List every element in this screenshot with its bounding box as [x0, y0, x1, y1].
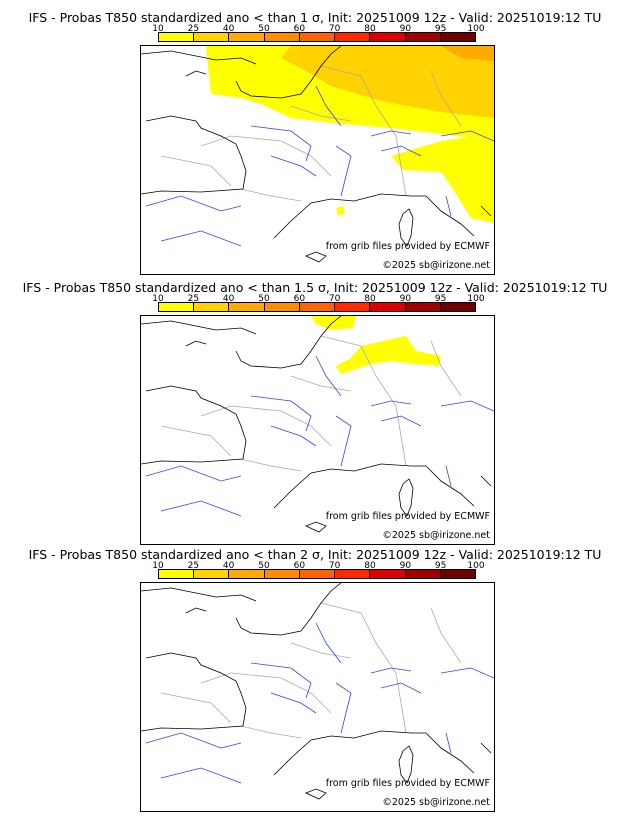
colorbar-cell [370, 33, 406, 41]
copyright: ©2025 sb@irizone.net [382, 530, 490, 541]
borders [160, 335, 462, 472]
colorbar-tick-label: 100 [467, 561, 485, 571]
colorbar-tick-label: 40 [222, 561, 235, 571]
colorbar-cell [440, 33, 475, 41]
colorbar-cell [229, 33, 265, 41]
probability-area [311, 316, 356, 330]
colorbar-cell [229, 570, 265, 578]
colorbar-tick-label: 70 [328, 24, 341, 34]
colorbar-cell [335, 303, 371, 311]
colorbar-tick-label: 95 [434, 24, 447, 34]
colorbar-cell [264, 33, 300, 41]
colorbar-cell [194, 303, 230, 311]
map-area: from grib files provided by ECMWF ©2025 … [140, 315, 495, 545]
coastline [141, 46, 492, 263]
colorbar-tick-label: 25 [187, 561, 200, 571]
source-credit: from grib files provided by ECMWF [325, 241, 490, 252]
colorbar-cell [370, 570, 406, 578]
colorbar-cell [299, 570, 336, 578]
colorbar-tick-label: 50 [258, 561, 270, 571]
colorbar-tick-label: 70 [328, 294, 341, 304]
colorbar-tick-label: 100 [467, 24, 485, 34]
colorbar-tick-label: 10 [152, 561, 164, 571]
colorbar-tick-label: 70 [328, 561, 341, 571]
colorbar [158, 569, 476, 579]
probability-area [281, 46, 494, 118]
colorbar-tick-label: 10 [152, 294, 164, 304]
borders [160, 65, 462, 202]
colorbar-tick-label: 80 [364, 24, 376, 34]
copyright: ©2025 sb@irizone.net [382, 797, 490, 808]
map-graphic [141, 46, 494, 263]
source-credit: from grib files provided by ECMWF [325, 778, 490, 789]
colorbar [158, 32, 476, 42]
colorbar-cell [264, 303, 300, 311]
colorbar-tick-label: 60 [293, 294, 306, 304]
colorbar-cell [299, 303, 336, 311]
colorbar [158, 302, 476, 312]
colorbar-cell [335, 570, 371, 578]
colorbar-cell [159, 570, 195, 578]
colorbar-cell [440, 570, 475, 578]
borders [160, 602, 462, 739]
colorbar-tick-label: 80 [364, 294, 376, 304]
probability-area [441, 46, 494, 61]
source-credit: from grib files provided by ECMWF [325, 511, 490, 522]
colorbar-tick-label: 50 [258, 24, 270, 34]
colorbar-labels: 10 25 40 50 60 70 80 90 95 100 [152, 294, 484, 304]
coastline [141, 316, 492, 533]
colorbar-tick-label: 80 [364, 561, 376, 571]
colorbar-cell [194, 570, 230, 578]
colorbar-cell [229, 303, 265, 311]
copyright: ©2025 sb@irizone.net [382, 260, 490, 271]
colorbar-tick-label: 90 [399, 24, 412, 34]
colorbar-cell [405, 33, 441, 41]
colorbar-tick-label: 40 [222, 24, 235, 34]
coastline [141, 583, 492, 800]
forecast-panel: IFS - Probas T850 standardized ano < tha… [0, 547, 630, 817]
colorbar-tick-label: 60 [293, 561, 306, 571]
colorbar-tick-label: 25 [187, 24, 200, 34]
panel-title: IFS - Probas T850 standardized ano < tha… [22, 280, 608, 295]
colorbar-cell [264, 570, 300, 578]
map-area: from grib files provided by ECMWF ©2025 … [140, 45, 495, 275]
colorbar-cell [405, 303, 441, 311]
colorbar-tick-label: 60 [293, 24, 306, 34]
map-graphic [141, 583, 494, 800]
map-area: from grib files provided by ECMWF ©2025 … [140, 582, 495, 812]
colorbar-tick-label: 95 [434, 294, 447, 304]
colorbar-tick-label: 90 [399, 294, 412, 304]
colorbar-cell [405, 570, 441, 578]
rivers [145, 355, 494, 517]
probability-area [336, 206, 345, 216]
probability-area [336, 336, 441, 374]
colorbar-tick-label: 10 [152, 24, 164, 34]
colorbar-labels: 10 25 40 50 60 70 80 90 95 100 [152, 561, 484, 571]
probability-area [391, 134, 494, 223]
colorbar-tick-label: 95 [434, 561, 447, 571]
forecast-panel: IFS - Probas T850 standardized ano < tha… [0, 10, 630, 280]
rivers [145, 622, 494, 784]
colorbar-cell [299, 33, 336, 41]
colorbar-tick-label: 50 [258, 294, 270, 304]
map-graphic [141, 316, 494, 533]
colorbar-labels: 10 25 40 50 60 70 80 90 95 100 [152, 24, 484, 34]
colorbar-tick-label: 90 [399, 561, 412, 571]
colorbar-tick-label: 25 [187, 294, 200, 304]
colorbar-cell [194, 33, 230, 41]
panel-title: IFS - Probas T850 standardized ano < tha… [28, 547, 602, 562]
colorbar-cell [159, 303, 195, 311]
colorbar-cell [370, 303, 406, 311]
rivers [145, 85, 494, 247]
panel-title: IFS - Probas T850 standardized ano < tha… [28, 10, 602, 25]
colorbar-cell [440, 303, 475, 311]
colorbar-cell [159, 33, 195, 41]
colorbar-cell [335, 33, 371, 41]
forecast-panel: IFS - Probas T850 standardized ano < tha… [0, 280, 630, 550]
colorbar-tick-label: 100 [467, 294, 485, 304]
colorbar-tick-label: 40 [222, 294, 235, 304]
